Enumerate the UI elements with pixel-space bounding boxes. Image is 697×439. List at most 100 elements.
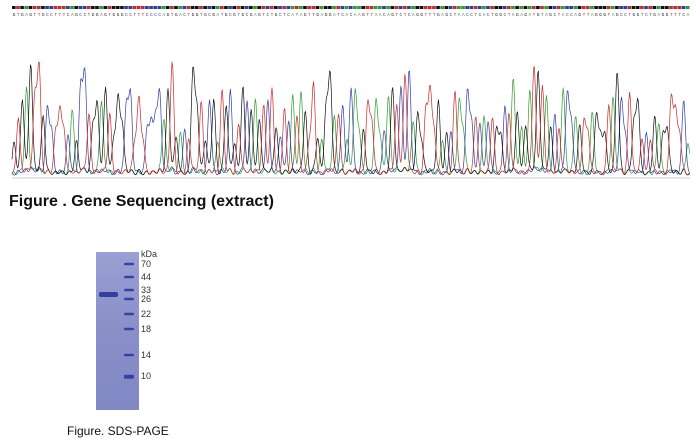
base-tick [490, 6, 494, 9]
base-letter: A [333, 12, 336, 18]
base-tick [165, 6, 170, 9]
marker-ladder [124, 262, 134, 379]
base-tick [286, 6, 291, 9]
base-tick [619, 6, 623, 9]
base-tick [390, 6, 395, 9]
base-letter: G [537, 12, 540, 18]
base-tick [124, 6, 128, 9]
base-tick [540, 6, 544, 9]
base-letter: G [75, 12, 78, 18]
base-tick [132, 6, 137, 9]
base-tick [573, 6, 578, 9]
gene-sequencing-caption: Figure . Gene Sequencing (extract) [9, 193, 274, 210]
base-letter: T [34, 12, 37, 18]
trace-t [11, 61, 690, 176]
base-letter: A [217, 12, 220, 18]
base-tick [120, 6, 124, 9]
base-letter: T [221, 12, 224, 18]
base-tick [519, 6, 524, 9]
base-letter: G [549, 12, 552, 18]
base-letter: G [524, 12, 527, 18]
base-letter: G [250, 12, 253, 18]
base-tick [211, 6, 216, 9]
base-tick [78, 6, 83, 9]
base-tick [448, 6, 453, 9]
base-letter: G [316, 12, 319, 18]
base-letter: T [58, 12, 61, 18]
base-letter: A [412, 12, 415, 18]
marker-label: 33 [141, 285, 151, 295]
base-tick [340, 6, 345, 9]
base-letter: A [458, 12, 461, 18]
base-letter: G [495, 12, 498, 18]
base-tick [419, 6, 424, 9]
base-tick [115, 6, 120, 9]
base-tick [527, 6, 532, 9]
base-tick [149, 6, 153, 9]
base-tick [32, 6, 37, 9]
base-letter: C [183, 12, 186, 18]
base-letter: A [354, 12, 357, 18]
base-letter: G [225, 12, 228, 18]
base-tick [569, 6, 573, 9]
base-letter: A [162, 12, 165, 18]
base-tick [465, 6, 469, 9]
base-tick [627, 6, 632, 9]
base-tick [357, 6, 361, 9]
base-tick [610, 6, 615, 9]
base-tick [328, 6, 332, 9]
base-letter: T [88, 12, 91, 18]
base-tick [402, 6, 407, 9]
base-tick [49, 6, 53, 9]
base-letter: C [682, 12, 685, 18]
base-tick [444, 6, 449, 9]
base-tick [681, 6, 686, 9]
base-tick [473, 6, 478, 9]
marker-label: 26 [141, 294, 151, 304]
base-letter: G [666, 12, 669, 18]
base-tick [28, 6, 33, 9]
base-tick [378, 6, 382, 9]
base-letter: G [329, 12, 332, 18]
base-tick [407, 6, 411, 9]
base-tick [536, 6, 540, 9]
base-tick [581, 6, 586, 9]
base-tick [145, 6, 149, 9]
base-letter: A [591, 12, 594, 18]
base-letter: C [50, 12, 53, 18]
base-letter: T [187, 12, 190, 18]
sds-page-caption: Figure. SDS-PAGE [67, 424, 169, 438]
base-letter: A [25, 12, 28, 18]
marker-label: 18 [141, 324, 151, 334]
base-tick [236, 6, 241, 9]
base-tick [452, 6, 457, 9]
base-tick [228, 6, 232, 9]
base-tick [440, 6, 444, 9]
base-letter: G [603, 12, 606, 18]
base-tick [161, 6, 166, 9]
base-tick [652, 6, 657, 9]
base-tick [598, 6, 603, 9]
marker-band [124, 327, 134, 331]
base-letter: T [108, 12, 111, 18]
base-tick [224, 6, 228, 9]
base-letter: A [345, 12, 348, 18]
base-tick [348, 6, 353, 9]
base-letter: T [370, 12, 373, 18]
base-letter: G [29, 12, 32, 18]
base-letter: T [670, 12, 673, 18]
base-letter: C [266, 12, 269, 18]
base-tick [257, 6, 261, 9]
chromatogram-traces [11, 61, 690, 176]
marker-band [124, 312, 134, 316]
base-letter: C [246, 12, 249, 18]
base-tick [253, 6, 257, 9]
base-letter: G [391, 12, 394, 18]
base-letter: C [383, 12, 386, 18]
base-tick [103, 6, 108, 9]
base-tick [660, 6, 665, 9]
base-letter: A [462, 12, 465, 18]
base-letter: G [437, 12, 440, 18]
base-letter: T [337, 12, 340, 18]
base-tick [36, 6, 41, 9]
